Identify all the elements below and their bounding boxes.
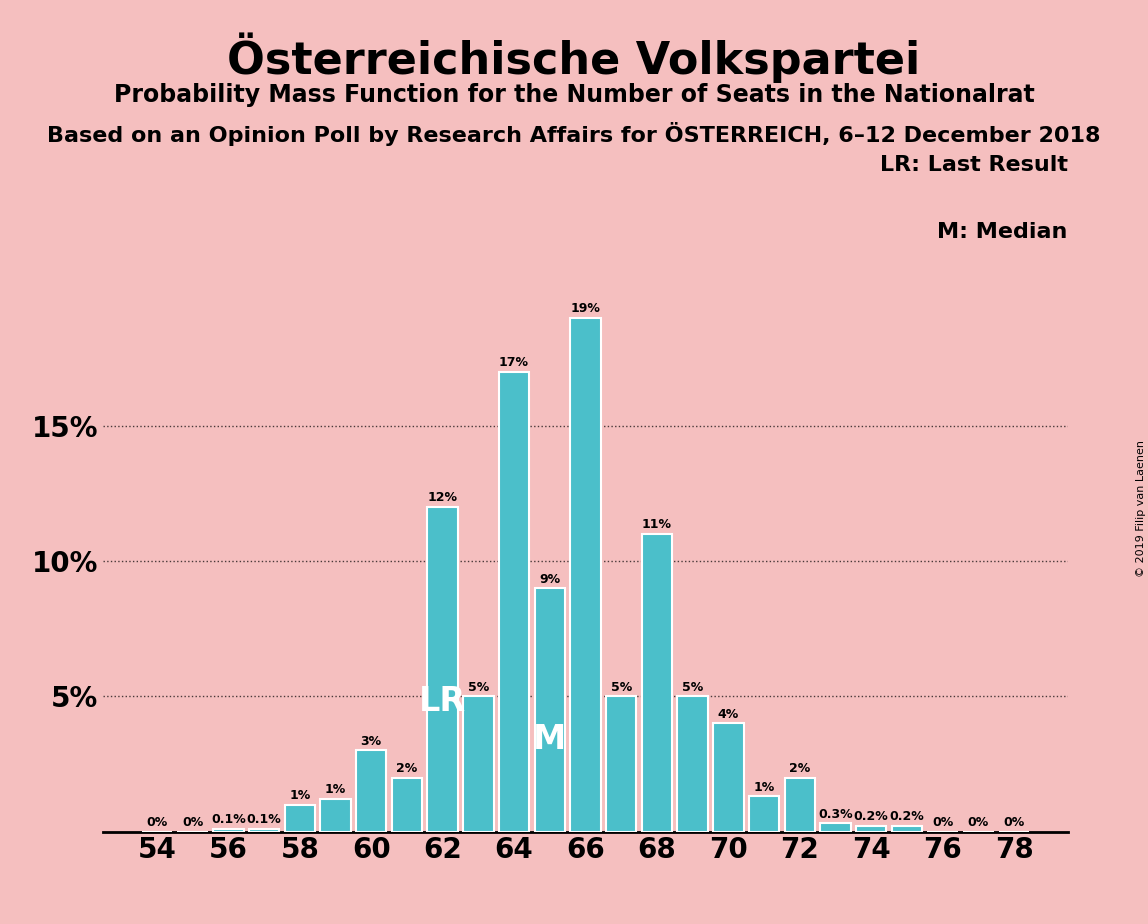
Text: 0%: 0% (183, 816, 203, 829)
Text: 5%: 5% (467, 681, 489, 694)
Text: 0%: 0% (932, 816, 953, 829)
Bar (320, 799, 350, 832)
Bar (571, 318, 600, 832)
Text: 0.2%: 0.2% (854, 810, 889, 823)
Bar (892, 826, 922, 832)
Text: M: M (533, 723, 566, 756)
Bar (427, 507, 458, 832)
Bar (821, 823, 851, 832)
Bar (642, 534, 672, 832)
Text: LR: Last Result: LR: Last Result (879, 155, 1068, 176)
Text: 0%: 0% (146, 816, 168, 829)
Text: 5%: 5% (611, 681, 631, 694)
Bar (748, 796, 779, 832)
Text: 5%: 5% (682, 681, 704, 694)
Text: M: Median: M: Median (937, 222, 1068, 242)
Bar (677, 697, 708, 832)
Text: 9%: 9% (540, 573, 560, 586)
Text: 1%: 1% (289, 789, 310, 802)
Text: 0.1%: 0.1% (211, 813, 246, 826)
Text: 0%: 0% (968, 816, 988, 829)
Bar (606, 697, 636, 832)
Bar (249, 829, 279, 832)
Bar (214, 829, 243, 832)
Text: 19%: 19% (571, 302, 600, 315)
Bar (356, 750, 387, 832)
Bar (499, 371, 529, 832)
Bar (535, 589, 565, 832)
Text: 2%: 2% (396, 761, 418, 775)
Text: LR: LR (419, 686, 466, 718)
Text: 3%: 3% (360, 735, 382, 748)
Text: Österreichische Volkspartei: Österreichische Volkspartei (227, 32, 921, 83)
Bar (285, 805, 315, 832)
Text: 0.2%: 0.2% (890, 810, 924, 823)
Text: 0%: 0% (1003, 816, 1025, 829)
Text: © 2019 Filip van Laenen: © 2019 Filip van Laenen (1135, 440, 1146, 577)
Text: 4%: 4% (718, 708, 739, 721)
Bar (713, 723, 744, 832)
Bar (856, 826, 886, 832)
Text: 1%: 1% (753, 781, 775, 794)
Bar (784, 777, 815, 832)
Bar (391, 777, 422, 832)
Text: 12%: 12% (427, 492, 458, 505)
Text: 11%: 11% (642, 518, 672, 531)
Bar (463, 697, 494, 832)
Text: 0.1%: 0.1% (247, 813, 281, 826)
Text: 2%: 2% (789, 761, 810, 775)
Text: 17%: 17% (499, 356, 529, 370)
Text: Probability Mass Function for the Number of Seats in the Nationalrat: Probability Mass Function for the Number… (114, 83, 1034, 107)
Text: Based on an Opinion Poll by Research Affairs for ÖSTERREICH, 6–12 December 2018: Based on an Opinion Poll by Research Aff… (47, 122, 1101, 146)
Text: 0.3%: 0.3% (819, 808, 853, 821)
Text: 1%: 1% (325, 784, 346, 796)
